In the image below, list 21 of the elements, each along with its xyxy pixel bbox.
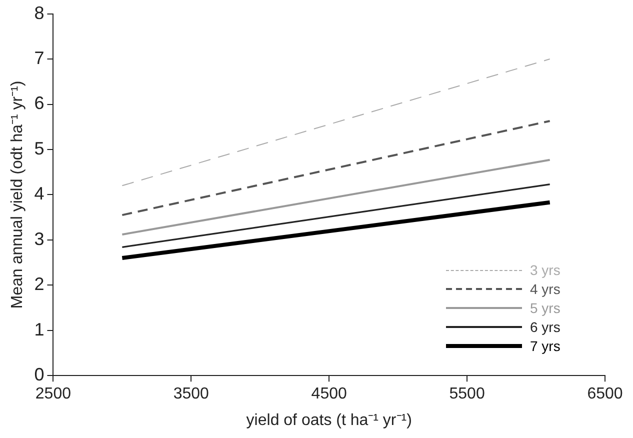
x-tick-label: 6500 — [587, 386, 623, 403]
y-tick-label: 6 — [34, 93, 44, 114]
y-tick-label: 0 — [34, 364, 44, 385]
y-tick-label: 7 — [34, 48, 44, 68]
y-tick-label: 2 — [34, 274, 44, 294]
x-tick-label: 4500 — [311, 386, 348, 403]
x-tick-label: 5500 — [449, 386, 485, 403]
x-axis-title: yield of oats (t ha⁻¹ yr⁻¹) — [246, 412, 412, 429]
x-tick-label: 3500 — [173, 386, 210, 403]
y-axis-title: Mean annual yield (odt ha⁻¹ yr⁻¹) — [9, 80, 26, 309]
y-tick-label: 3 — [34, 228, 44, 249]
y-tick-label: 1 — [34, 319, 44, 340]
text: 6 yrs — [530, 319, 560, 336]
text: 7 yrs — [530, 338, 560, 354]
text: 4 yrs — [530, 281, 560, 298]
y-tick-label: 4 — [34, 184, 44, 204]
text: 5 yrs — [530, 300, 560, 316]
y-tick-label: 5 — [34, 138, 44, 158]
y-tick-label: 8 — [34, 2, 44, 23]
x-tick-label: 2500 — [35, 386, 72, 403]
text: 3 yrs — [530, 262, 560, 278]
